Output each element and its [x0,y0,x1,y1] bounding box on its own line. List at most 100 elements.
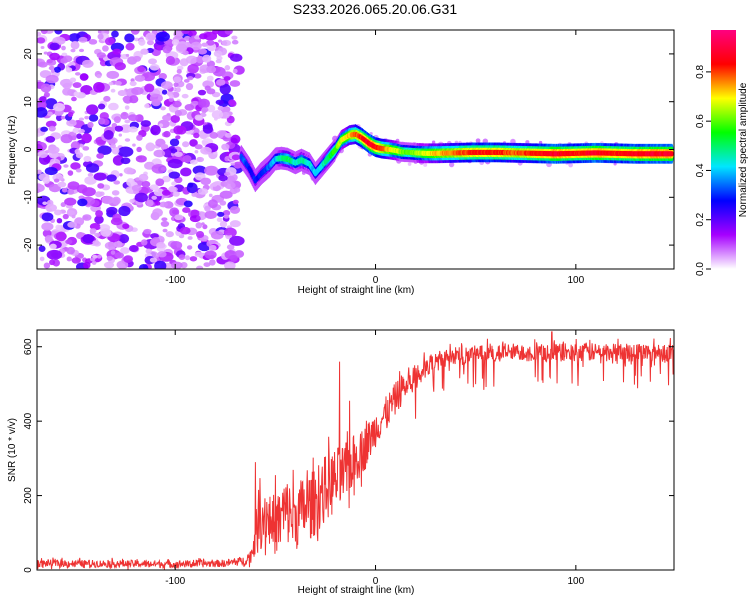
noise-blob [193,73,202,79]
noise-blob [82,146,90,151]
noise-blob [168,94,174,99]
spectrogram-ytick-label: 10 [23,96,34,108]
noise-blob [46,249,63,260]
noise-blob [54,30,63,35]
noise-blob [61,45,66,51]
noise-blob [118,205,131,217]
noise-blob [134,74,146,82]
noise-blob [204,210,217,220]
noise-blob [231,39,239,45]
noise-blob [50,69,55,73]
noise-blob [170,148,178,154]
noise-blob [165,231,174,238]
snr-ylabel: SNR (10 * v/v) [7,418,18,482]
noise-blob [206,75,214,82]
noise-blob [175,135,181,140]
noise-blob [202,54,212,63]
noise-blob [155,201,161,206]
spectrogram-ytick-label: 0 [23,146,34,152]
noise-blob [55,231,67,242]
noise-blob [37,183,45,193]
noise-blob [158,123,164,128]
noise-blob [200,177,211,186]
snr-plot-area [37,330,674,570]
noise-blob [111,146,120,155]
noise-blob [120,111,129,120]
noise-blob [39,96,47,103]
noise-blob [97,30,102,34]
snr-series-line [37,331,674,570]
noise-blob [53,178,60,183]
noise-blob [111,190,120,196]
noise-blob [138,264,149,269]
noise-blob [68,61,76,67]
noise-blob [46,59,53,64]
spectrogram-xtick-label: 0 [373,275,379,286]
noise-blob [93,172,107,181]
noise-blob [42,176,51,184]
noise-blob [215,59,222,64]
noise-blob [194,144,203,150]
noise-blob [206,65,217,74]
noise-blob [196,156,205,163]
noise-blob [37,100,47,109]
noise-blob [224,261,236,269]
spectrogram-xtick-label: 100 [568,275,585,286]
noise-blob [64,197,77,206]
colorbar: 0.0 0.2 0.4 0.6 0.8 Normalized spectral ampl… [695,30,749,276]
noise-blob [135,155,147,163]
noise-blob [206,39,215,46]
noise-blob [190,159,198,165]
noise-blob [60,133,73,144]
noise-blob [98,118,106,125]
noise-blob [187,236,193,240]
noise-blob [183,78,190,83]
trace-halo [407,162,412,166]
noise-blob [113,180,121,185]
noise-blob [123,167,134,175]
noise-blob [219,83,231,95]
noise-blob [224,181,236,190]
noise-blob [169,138,180,147]
spectrogram-ytick-label: -20 [23,237,34,252]
noise-blob [114,62,126,71]
noise-blob [194,251,203,257]
noise-blob [182,207,191,214]
noise-blob [174,214,184,221]
noise-blob [48,65,55,71]
noise-blob [67,189,75,195]
noise-blob [178,254,186,260]
noise-blob [120,247,130,254]
noise-blob [104,241,117,250]
noise-blob [78,48,85,53]
noise-blob [97,183,105,189]
noise-blob [201,222,205,226]
noise-blob [128,126,138,133]
noise-blob [37,37,46,44]
noise-blob [111,196,121,205]
noise-blob [94,232,101,237]
noise-blob [219,220,228,228]
noise-blob [53,209,62,216]
noise-blob [66,210,75,216]
noise-blob [38,61,48,68]
noise-blob [55,224,62,231]
noise-blob [76,184,88,194]
noise-blob [160,106,166,111]
noise-blob [174,151,183,157]
noise-blob [94,225,101,230]
noise-blob [197,89,207,96]
noise-blob [160,81,173,90]
noise-blob [145,32,156,42]
colorbar-tick-label: 0.8 [695,64,706,78]
noise-blob [62,213,69,220]
trace-halo [475,138,481,144]
noise-blob [232,68,238,74]
noise-blob [168,171,181,179]
noise-blob [231,154,241,161]
noise-blob [83,155,92,163]
noise-blob [87,172,94,177]
noise-blob [131,86,144,95]
